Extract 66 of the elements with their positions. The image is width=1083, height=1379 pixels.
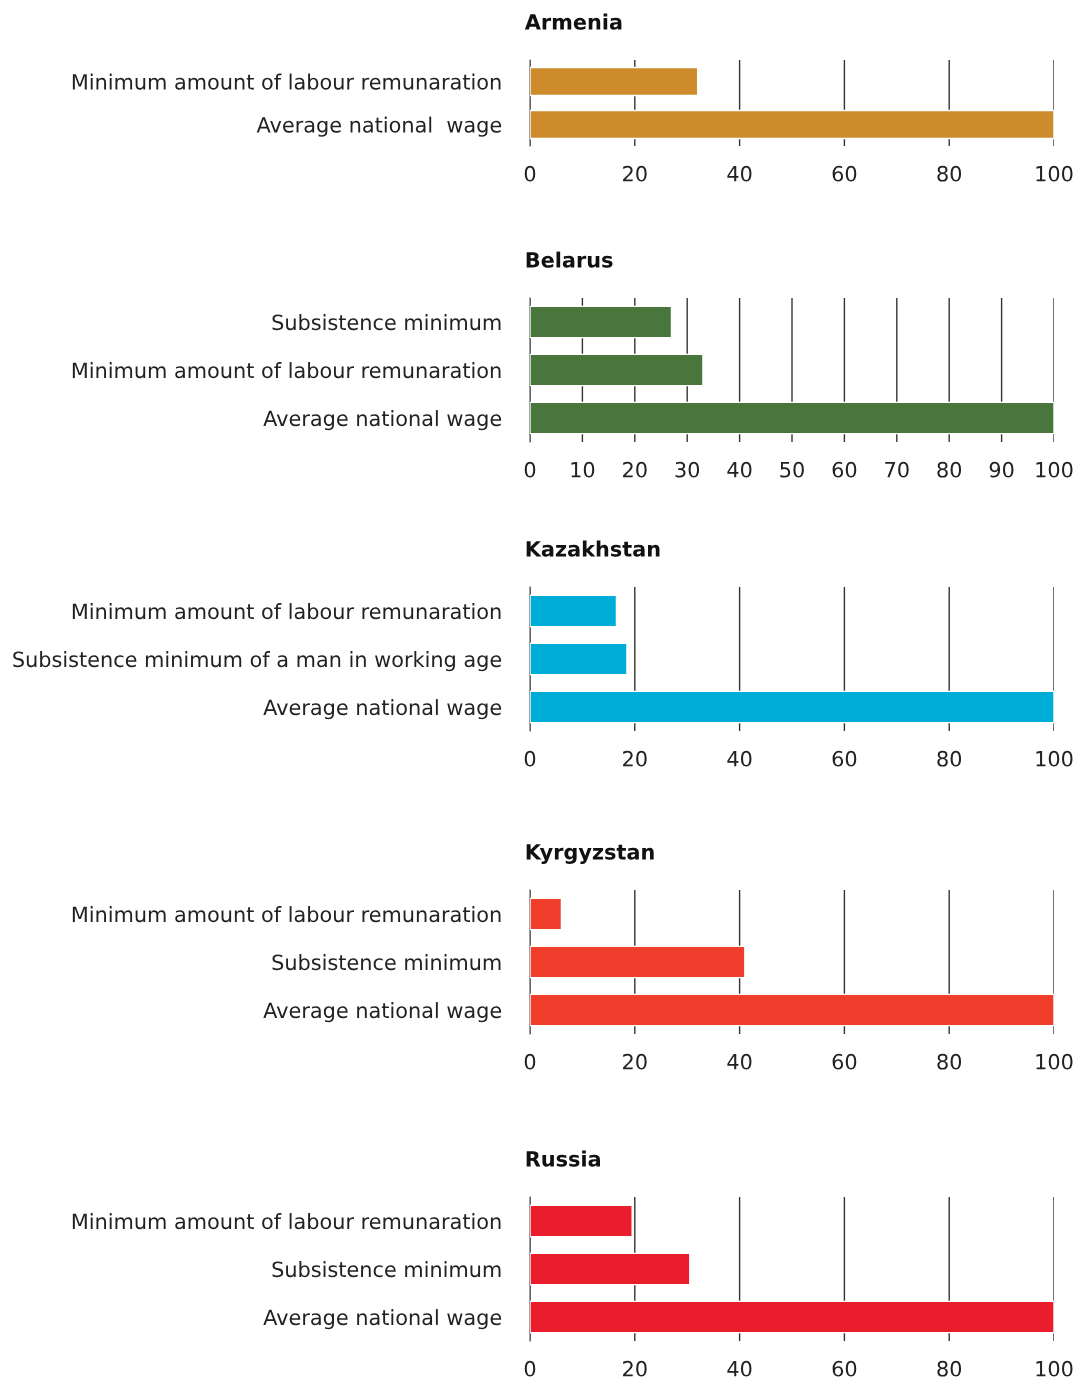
x-tick-label: 0 <box>524 1053 536 1070</box>
x-tick-label: 0 <box>524 750 536 767</box>
y-tick-label: Minimum amount of labour remunaration <box>72 603 501 620</box>
x-tick-label: 80 <box>937 1360 962 1377</box>
x-tick-label: 100 <box>1036 750 1073 767</box>
bar <box>530 690 1054 724</box>
x-tick-label: 30 <box>675 461 700 478</box>
y-tick-label: Subsistence minimum <box>272 1261 501 1278</box>
y-tick-label: Average national wage <box>263 1002 502 1023</box>
x-tick-label: 0 <box>524 461 536 478</box>
y-tick-label: Average national wage <box>263 699 502 720</box>
y-tick-label: Average national wage <box>263 410 502 431</box>
y-tick-label: Minimum amount of labour remunaration <box>72 906 501 923</box>
x-tick-label: 60 <box>832 1053 857 1070</box>
x-tick-label: 100 <box>1036 165 1073 182</box>
y-tick-label: Subsistence minimum of a man in working age <box>13 651 502 672</box>
bar <box>530 1252 691 1286</box>
x-tick-label: 80 <box>937 461 962 478</box>
bar <box>530 642 628 676</box>
x-tick-label: 100 <box>1036 1360 1073 1377</box>
y-tick-label: Minimum amount of labour remunaration <box>72 362 501 379</box>
bar <box>530 993 1054 1027</box>
y-tick-label: Subsistence minimum <box>272 954 501 971</box>
x-tick-label: 40 <box>727 461 752 478</box>
x-tick-label: 90 <box>989 461 1014 478</box>
bar <box>530 1204 633 1238</box>
y-tick-label: Minimum amount of labour remunaration <box>72 73 501 90</box>
y-tick-label: Subsistence minimum <box>272 314 501 331</box>
x-tick-label: 80 <box>937 1053 962 1070</box>
bar <box>530 594 618 628</box>
x-tick-label: 20 <box>623 1053 647 1070</box>
x-tick-label: 50 <box>780 461 804 478</box>
x-tick-label: 40 <box>727 1360 752 1377</box>
x-tick-label: 100 <box>1036 461 1073 478</box>
bar <box>530 305 673 339</box>
x-tick-label: 40 <box>727 750 752 767</box>
x-tick-label: 10 <box>571 461 595 478</box>
x-tick-label: 70 <box>885 461 909 478</box>
x-tick-label: 20 <box>623 165 647 182</box>
bar <box>530 897 563 931</box>
x-tick-label: 20 <box>623 461 647 478</box>
x-tick-label: 40 <box>727 165 752 182</box>
bar <box>530 945 746 979</box>
x-tick-label: 60 <box>832 750 857 767</box>
x-tick-label: 100 <box>1036 1053 1073 1070</box>
bar <box>530 401 1054 435</box>
x-tick-label: 40 <box>727 1053 752 1070</box>
chart-title: Belarus <box>526 251 613 268</box>
chart-title: Armenia <box>524 13 622 30</box>
x-tick-label: 0 <box>524 1360 536 1377</box>
chart-title: Kazakhstan <box>526 540 660 557</box>
y-tick-label: Average national wage <box>256 116 502 137</box>
x-tick-label: 60 <box>832 1360 857 1377</box>
x-tick-label: 0 <box>524 165 536 182</box>
bar <box>530 353 704 387</box>
y-tick-label: Average national wage <box>263 1309 502 1330</box>
x-tick-label: 20 <box>623 750 647 767</box>
chart-title: Kyrgyzstan <box>526 844 654 864</box>
bar <box>530 1300 1054 1334</box>
chart-title: Russia <box>526 1150 600 1167</box>
x-tick-label: 20 <box>623 1360 647 1377</box>
x-tick-label: 80 <box>937 750 962 767</box>
x-tick-label: 80 <box>937 165 962 182</box>
x-tick-label: 60 <box>832 461 857 478</box>
y-tick-label: Minimum amount of labour remunaration <box>72 1213 501 1230</box>
x-tick-label: 60 <box>832 165 857 182</box>
